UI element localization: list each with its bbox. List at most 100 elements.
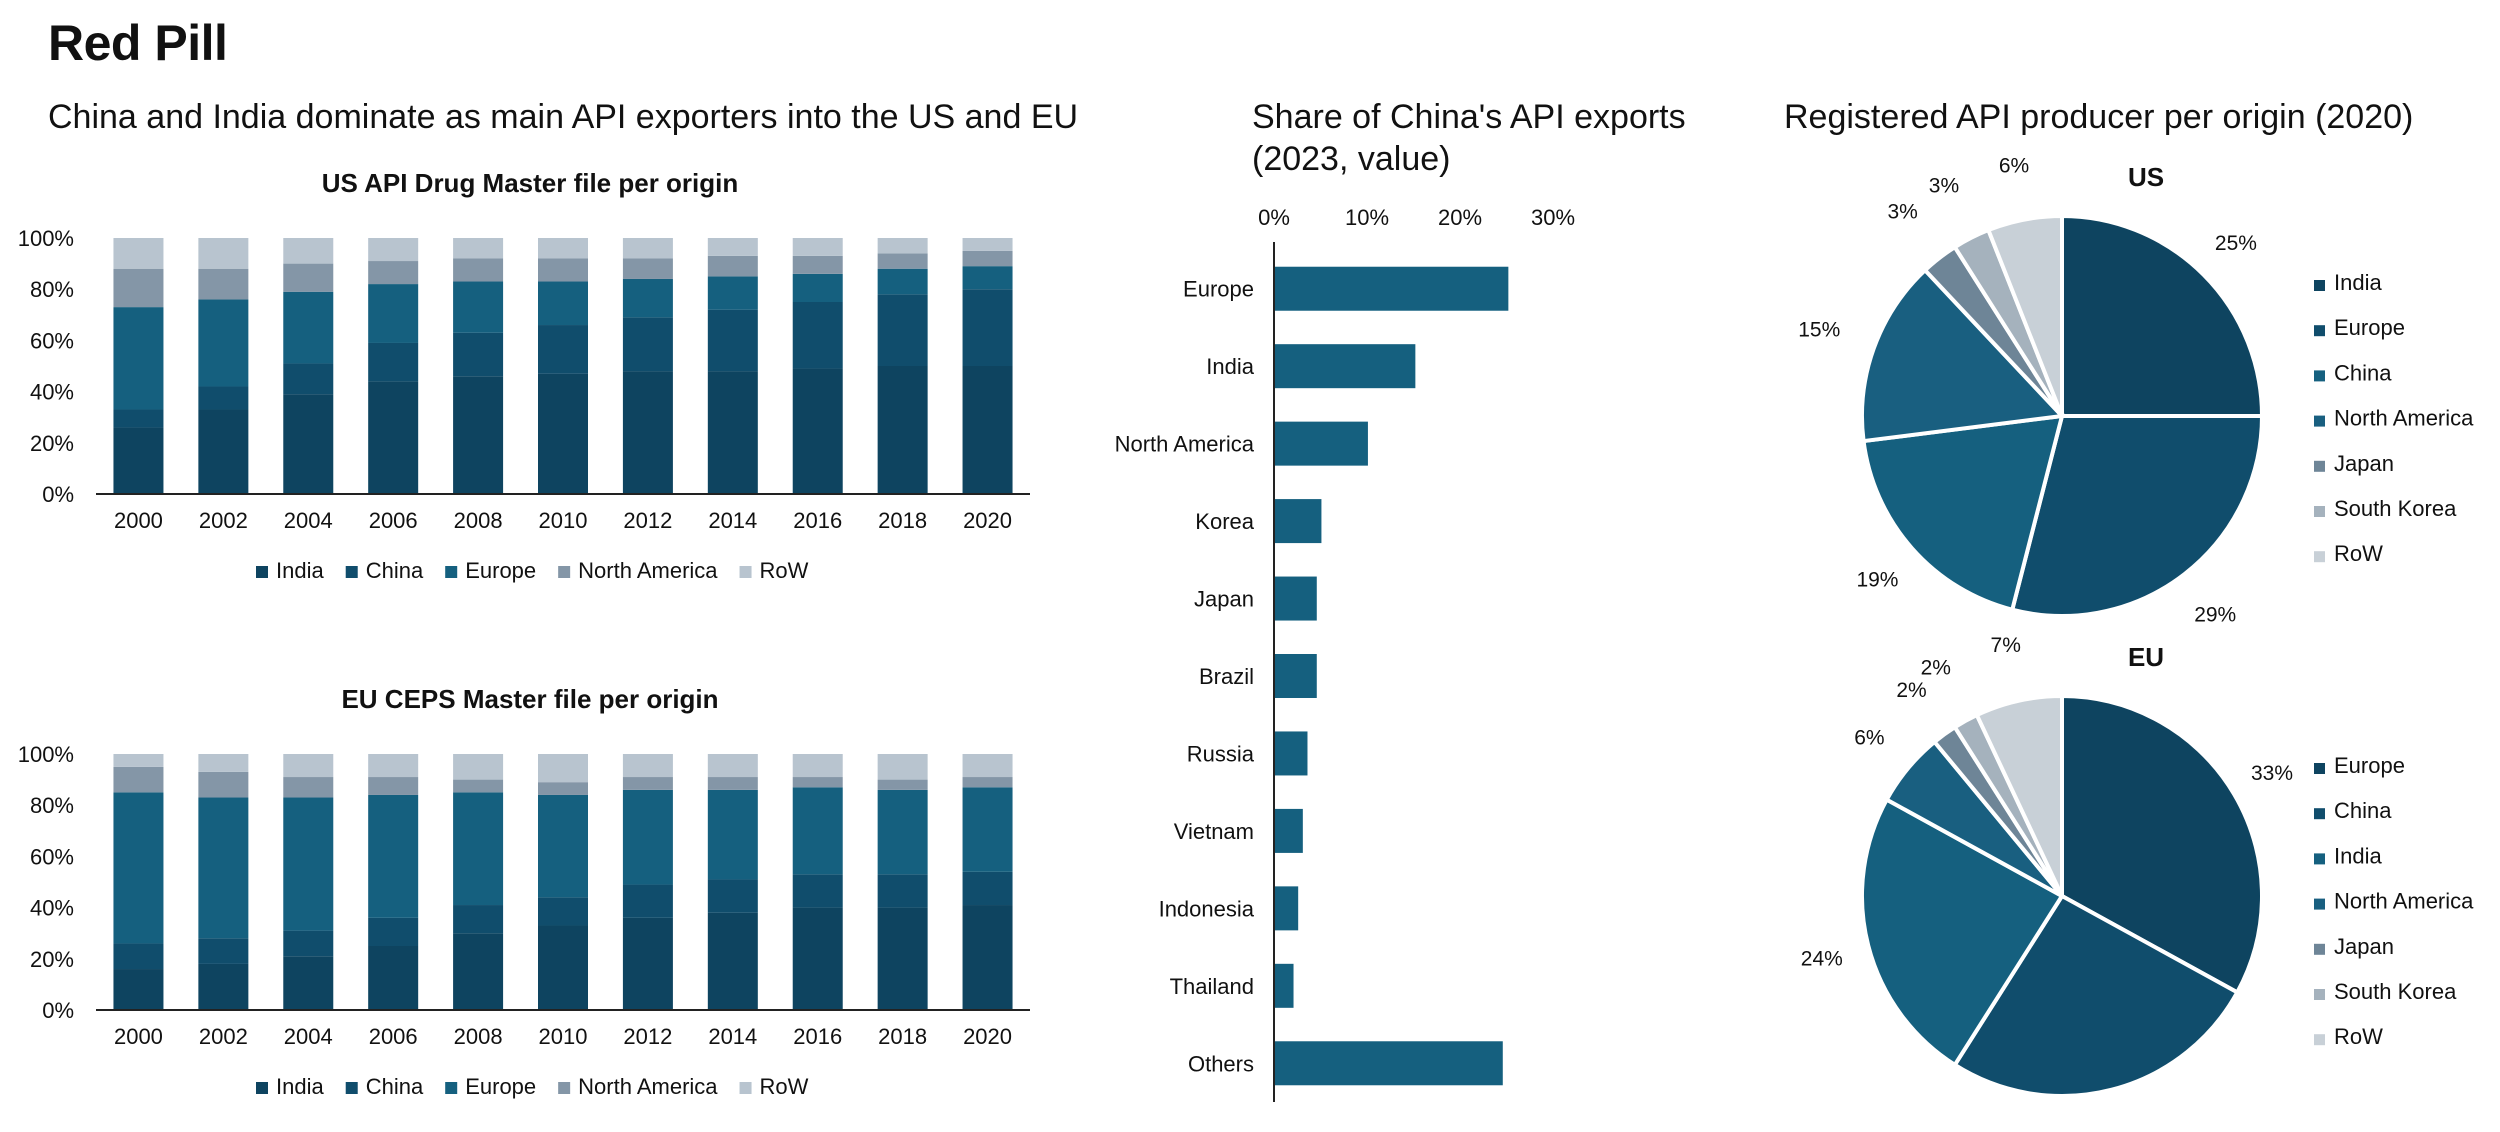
china-bar: [1274, 886, 1299, 931]
eu-ceps-bar-segment: [283, 754, 334, 778]
china-category-label: North America: [1115, 432, 1255, 457]
us-dmf-bar-segment: [283, 263, 334, 292]
eu-ceps-bar-segment: [622, 777, 673, 790]
us-dmf-bar-segment: [453, 238, 504, 259]
eu-ceps-bar-segment: [453, 905, 504, 934]
us-dmf-legend-swatch: [558, 566, 571, 578]
eu-ceps-bar-segment: [538, 782, 588, 795]
eu-pie-slice: [1974, 693, 2064, 897]
registered-header: Registered API producer per origin (2020…: [1784, 98, 2414, 136]
eu-pie-value-label: 33%: [2251, 762, 2293, 785]
us-dmf-bar-segment: [198, 238, 249, 269]
us-dmf-bar-segment: [622, 317, 673, 372]
us-pie-value-label: 3%: [1929, 174, 1959, 197]
eu-ceps-ytick-label: 40%: [30, 896, 74, 921]
china-xtick-label: 10%: [1345, 205, 1389, 230]
eu-ceps-bar-segment: [538, 754, 588, 783]
china-bar: [1274, 808, 1303, 853]
eu-ceps-bar-segment: [877, 874, 928, 908]
eu-pie-legend-swatch: [2314, 808, 2325, 820]
eu-pie-legend-label: Europe: [2334, 753, 2405, 778]
us-dmf-bar-segment: [707, 309, 758, 372]
eu-pie-legend-swatch: [2314, 943, 2325, 955]
eu-pie-legend-label: China: [2334, 798, 2392, 823]
eu-ceps-bar-segment: [198, 963, 249, 1010]
us-pie-slice: [2009, 414, 2265, 618]
us-dmf-ytick-label: 0%: [42, 482, 74, 507]
eu-pie-legend-swatch: [2314, 898, 2325, 910]
eu-ceps-bar-segment: [538, 794, 588, 898]
eu-ceps-bar-segment: [453, 779, 504, 793]
china-bar: [1274, 654, 1317, 698]
eu-pie-legend-swatch: [2314, 989, 2325, 1000]
eu-ceps-xtick-label: 2004: [284, 1024, 333, 1049]
eu-ceps-bar-segment: [877, 907, 928, 1010]
us-dmf-legend-label: North America: [578, 558, 718, 583]
us-dmf-bar-segment: [877, 238, 928, 254]
us-pie-legend-label: Europe: [2334, 315, 2405, 340]
us-dmf-bar-segment: [453, 376, 504, 494]
eu-pie-legend-label: India: [2334, 843, 2382, 868]
us-dmf-legend-swatch: [345, 566, 358, 578]
eu-pie-slice: [1952, 893, 2240, 1098]
eu-ceps-legend-swatch: [445, 1082, 458, 1094]
eu-pie-legend-label: North America: [2334, 889, 2474, 914]
eu-ceps-bar-segment: [707, 912, 758, 1010]
eu-ceps-bar-segment: [877, 789, 928, 875]
us-dmf-bar-segment: [538, 281, 588, 326]
eu-pie-value-label: 26%: [2103, 1128, 2145, 1130]
us-dmf-xtick-label: 2004: [284, 508, 333, 533]
eu-pie-value-label: 7%: [1991, 634, 2021, 657]
us-dmf-bar-segment: [962, 289, 1013, 366]
eu-ceps-xtick-label: 2010: [539, 1024, 588, 1049]
us-dmf-legend-label: Europe: [465, 558, 536, 583]
us-pie-legend-swatch: [2314, 415, 2325, 427]
eu-pie-legend-label: Japan: [2334, 934, 2394, 959]
eu-ceps-bar-segment: [962, 754, 1013, 778]
us-dmf-title: US API Drug Master file per origin: [321, 168, 739, 198]
eu-ceps-bar-segment: [622, 884, 673, 918]
us-pie-value-label: 3%: [1887, 201, 1917, 224]
us-dmf-bar-segment: [538, 325, 588, 374]
eu-ceps-bar-segment: [368, 777, 419, 795]
eu-pie-value-label: 2%: [1896, 679, 1926, 702]
us-dmf-bar-segment: [368, 342, 419, 382]
china-category-label: Others: [1188, 1051, 1254, 1076]
us-dmf-ytick-label: 100%: [18, 226, 74, 251]
eu-ceps-bar-segment: [198, 938, 249, 964]
eu-ceps-bar-segment: [453, 933, 504, 1010]
eu-ceps-legend-swatch: [256, 1082, 268, 1094]
us-dmf-xtick-label: 2002: [199, 508, 248, 533]
eu-ceps-legend-label: India: [276, 1074, 324, 1099]
eu-ceps-bar-segment: [707, 754, 758, 778]
china-bar: [1274, 266, 1509, 311]
eu-ceps-xtick-label: 2008: [454, 1024, 503, 1049]
eu-ceps-ytick-label: 60%: [30, 844, 74, 869]
eu-ceps-bar-segment: [707, 777, 758, 790]
china-exports-chart: 0% 10% 20% 30% Europe India North America Korea…: [1115, 205, 1575, 1102]
us-pie-legend-label: India: [2334, 270, 2382, 295]
us-dmf-bar-segment: [877, 366, 928, 494]
us-dmf-bar-segment: [198, 299, 249, 387]
us-dmf-bar-segment: [538, 373, 588, 494]
us-dmf-ytick-label: 40%: [30, 380, 74, 405]
us-pie-legend-swatch: [2314, 370, 2325, 382]
eu-ceps-legend-swatch: [558, 1082, 571, 1094]
us-pie-title: US: [2128, 162, 2164, 192]
eu-ceps-bar-segment: [113, 969, 164, 1010]
us-dmf-bar-segment: [707, 255, 758, 277]
us-dmf-bar-segment: [283, 363, 334, 395]
eu-ceps-bar-segment: [368, 917, 419, 946]
us-pie-legend-swatch: [2314, 551, 2325, 563]
china-category-label: Korea: [1195, 509, 1254, 534]
us-pie-legend-label: South Korea: [2334, 496, 2457, 521]
us-dmf-bar-segment: [622, 371, 673, 494]
china-bar: [1274, 731, 1308, 776]
us-dmf-bar-segment: [453, 281, 504, 333]
eu-ceps-bar-segment: [962, 777, 1013, 788]
us-dmf-bar-segment: [283, 394, 334, 494]
us-dmf-bar-segment: [113, 409, 164, 428]
us-dmf-bar-segment: [792, 238, 843, 256]
eu-ceps-bar-segment: [368, 794, 419, 918]
main-header: China and India dominate as main API exp…: [48, 98, 1079, 136]
